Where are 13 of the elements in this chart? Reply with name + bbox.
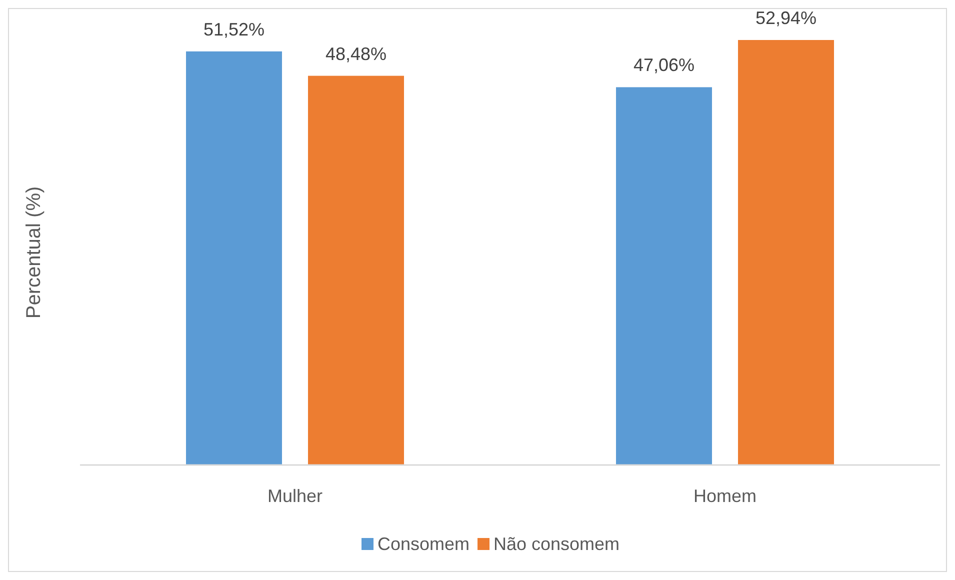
bar [186,51,282,465]
legend-label: Não consomem [494,534,620,554]
data-label: 51,52% [203,19,265,40]
x-tick-label: Mulher [267,486,323,506]
data-label: 48,48% [325,44,387,64]
legend-label: Consomem [378,534,470,554]
data-label: 52,94% [755,8,817,28]
bar [616,87,712,465]
y-axis-title: Percentual (%) [23,186,45,319]
x-tick-label: Homem [693,486,757,506]
bar [308,76,404,465]
data-label: 47,06% [633,55,695,76]
bar [738,40,834,465]
